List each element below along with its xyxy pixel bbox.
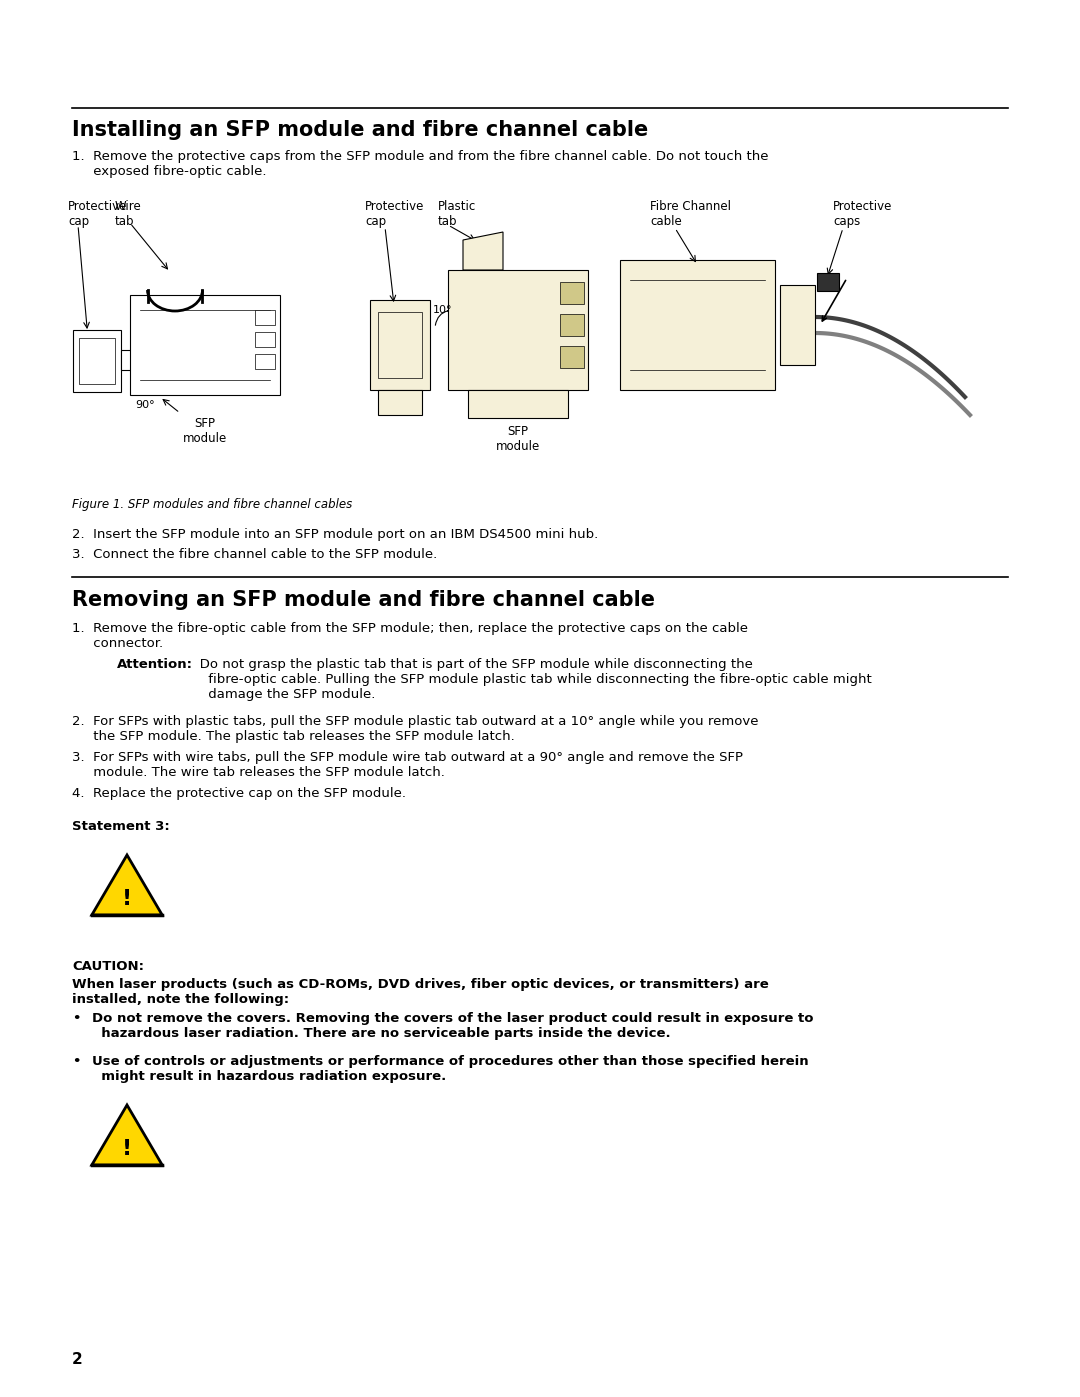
Text: !: !: [122, 1139, 132, 1160]
Text: Use of controls or adjustments or performance of procedures other than those spe: Use of controls or adjustments or perfor…: [92, 1055, 809, 1083]
Bar: [79, 338, 114, 384]
Text: •: •: [72, 1011, 80, 1025]
Text: SFP
module: SFP module: [496, 425, 540, 453]
Bar: [378, 312, 422, 379]
Bar: [780, 285, 815, 365]
Bar: [816, 272, 839, 291]
Text: Plastic
tab: Plastic tab: [438, 200, 476, 228]
Polygon shape: [92, 1105, 162, 1165]
Polygon shape: [463, 232, 503, 270]
Text: Protective
caps: Protective caps: [833, 200, 892, 228]
Polygon shape: [92, 855, 162, 915]
Text: Do not remove the covers. Removing the covers of the laser product could result : Do not remove the covers. Removing the c…: [92, 1011, 813, 1039]
Text: Figure 1. SFP modules and fibre channel cables: Figure 1. SFP modules and fibre channel …: [72, 497, 352, 511]
Text: 4.  Replace the protective cap on the SFP module.: 4. Replace the protective cap on the SFP…: [72, 787, 406, 800]
Bar: [255, 310, 275, 326]
Bar: [121, 351, 131, 370]
Bar: [561, 346, 584, 367]
Text: Protective
cap: Protective cap: [365, 200, 424, 228]
Bar: [370, 300, 430, 390]
Text: 10°: 10°: [433, 305, 453, 314]
Bar: [73, 330, 121, 393]
Text: SFP
module: SFP module: [183, 416, 227, 446]
Text: 3.  For SFPs with wire tabs, pull the SFP module wire tab outward at a 90° angle: 3. For SFPs with wire tabs, pull the SFP…: [72, 752, 743, 780]
Text: Protective
cap: Protective cap: [68, 200, 127, 228]
Text: When laser products (such as CD-ROMs, DVD drives, fiber optic devices, or transm: When laser products (such as CD-ROMs, DV…: [72, 978, 769, 1006]
Text: 3.  Connect the fibre channel cable to the SFP module.: 3. Connect the fibre channel cable to th…: [72, 548, 437, 562]
Bar: [561, 282, 584, 305]
Bar: [378, 390, 422, 415]
Text: !: !: [122, 888, 132, 909]
Bar: [561, 314, 584, 337]
Bar: [448, 270, 588, 390]
Text: 2.  For SFPs with plastic tabs, pull the SFP module plastic tab outward at a 10°: 2. For SFPs with plastic tabs, pull the …: [72, 715, 758, 743]
Bar: [130, 295, 280, 395]
Text: Fibre Channel
cable: Fibre Channel cable: [650, 200, 731, 228]
Text: Do not grasp the plastic tab that is part of the SFP module while disconnecting : Do not grasp the plastic tab that is par…: [187, 658, 872, 701]
Text: Installing an SFP module and fibre channel cable: Installing an SFP module and fibre chann…: [72, 120, 648, 140]
Text: Removing an SFP module and fibre channel cable: Removing an SFP module and fibre channel…: [72, 590, 654, 610]
Text: 1.  Remove the fibre-optic cable from the SFP module; then, replace the protecti: 1. Remove the fibre-optic cable from the…: [72, 622, 748, 650]
Text: •: •: [72, 1055, 80, 1067]
Bar: [255, 353, 275, 369]
Text: 2: 2: [72, 1352, 83, 1368]
Bar: [620, 260, 775, 390]
Text: Wire
tab: Wire tab: [114, 200, 141, 228]
Text: Statement 3:: Statement 3:: [72, 820, 170, 833]
Text: 1.  Remove the protective caps from the SFP module and from the fibre channel ca: 1. Remove the protective caps from the S…: [72, 149, 769, 177]
Text: 90°: 90°: [135, 400, 154, 409]
Text: CAUTION:: CAUTION:: [72, 960, 144, 972]
Bar: [468, 390, 568, 418]
FancyArrowPatch shape: [435, 310, 448, 326]
Text: 2.  Insert the SFP module into an SFP module port on an IBM DS4500 mini hub.: 2. Insert the SFP module into an SFP mod…: [72, 528, 598, 541]
Bar: [255, 332, 275, 346]
Text: Attention:: Attention:: [117, 658, 193, 671]
